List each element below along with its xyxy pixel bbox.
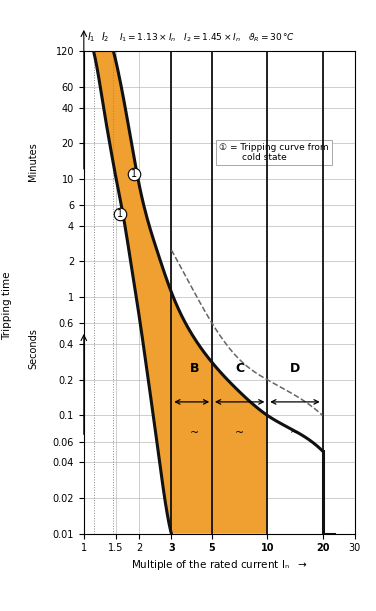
Text: B: B bbox=[190, 362, 199, 375]
Text: 1: 1 bbox=[131, 169, 137, 179]
Text: $I_1 = 1.13 \times I_n$   $I_2 = 1.45 \times I_n$   $\vartheta_R = 30\,°C$: $I_1 = 1.13 \times I_n$ $I_2 = 1.45 \tim… bbox=[119, 31, 295, 44]
Text: ~: ~ bbox=[290, 428, 299, 438]
Text: ① = Tripping curve from
        cold state: ① = Tripping curve from cold state bbox=[219, 143, 329, 162]
Polygon shape bbox=[94, 51, 267, 533]
Text: Minutes: Minutes bbox=[28, 142, 38, 181]
Text: 1: 1 bbox=[117, 210, 123, 219]
Text: D: D bbox=[290, 362, 300, 375]
X-axis label: Multiple of the rated current Iₙ  $\rightarrow$: Multiple of the rated current Iₙ $\right… bbox=[131, 558, 308, 571]
Text: Tripping time: Tripping time bbox=[2, 271, 12, 340]
Text: ~: ~ bbox=[190, 428, 199, 438]
Text: $I_1$: $I_1$ bbox=[86, 30, 95, 44]
Text: $I_2$: $I_2$ bbox=[102, 30, 110, 44]
Text: ~: ~ bbox=[235, 428, 244, 438]
Text: Seconds: Seconds bbox=[28, 328, 38, 368]
Text: C: C bbox=[235, 362, 244, 375]
